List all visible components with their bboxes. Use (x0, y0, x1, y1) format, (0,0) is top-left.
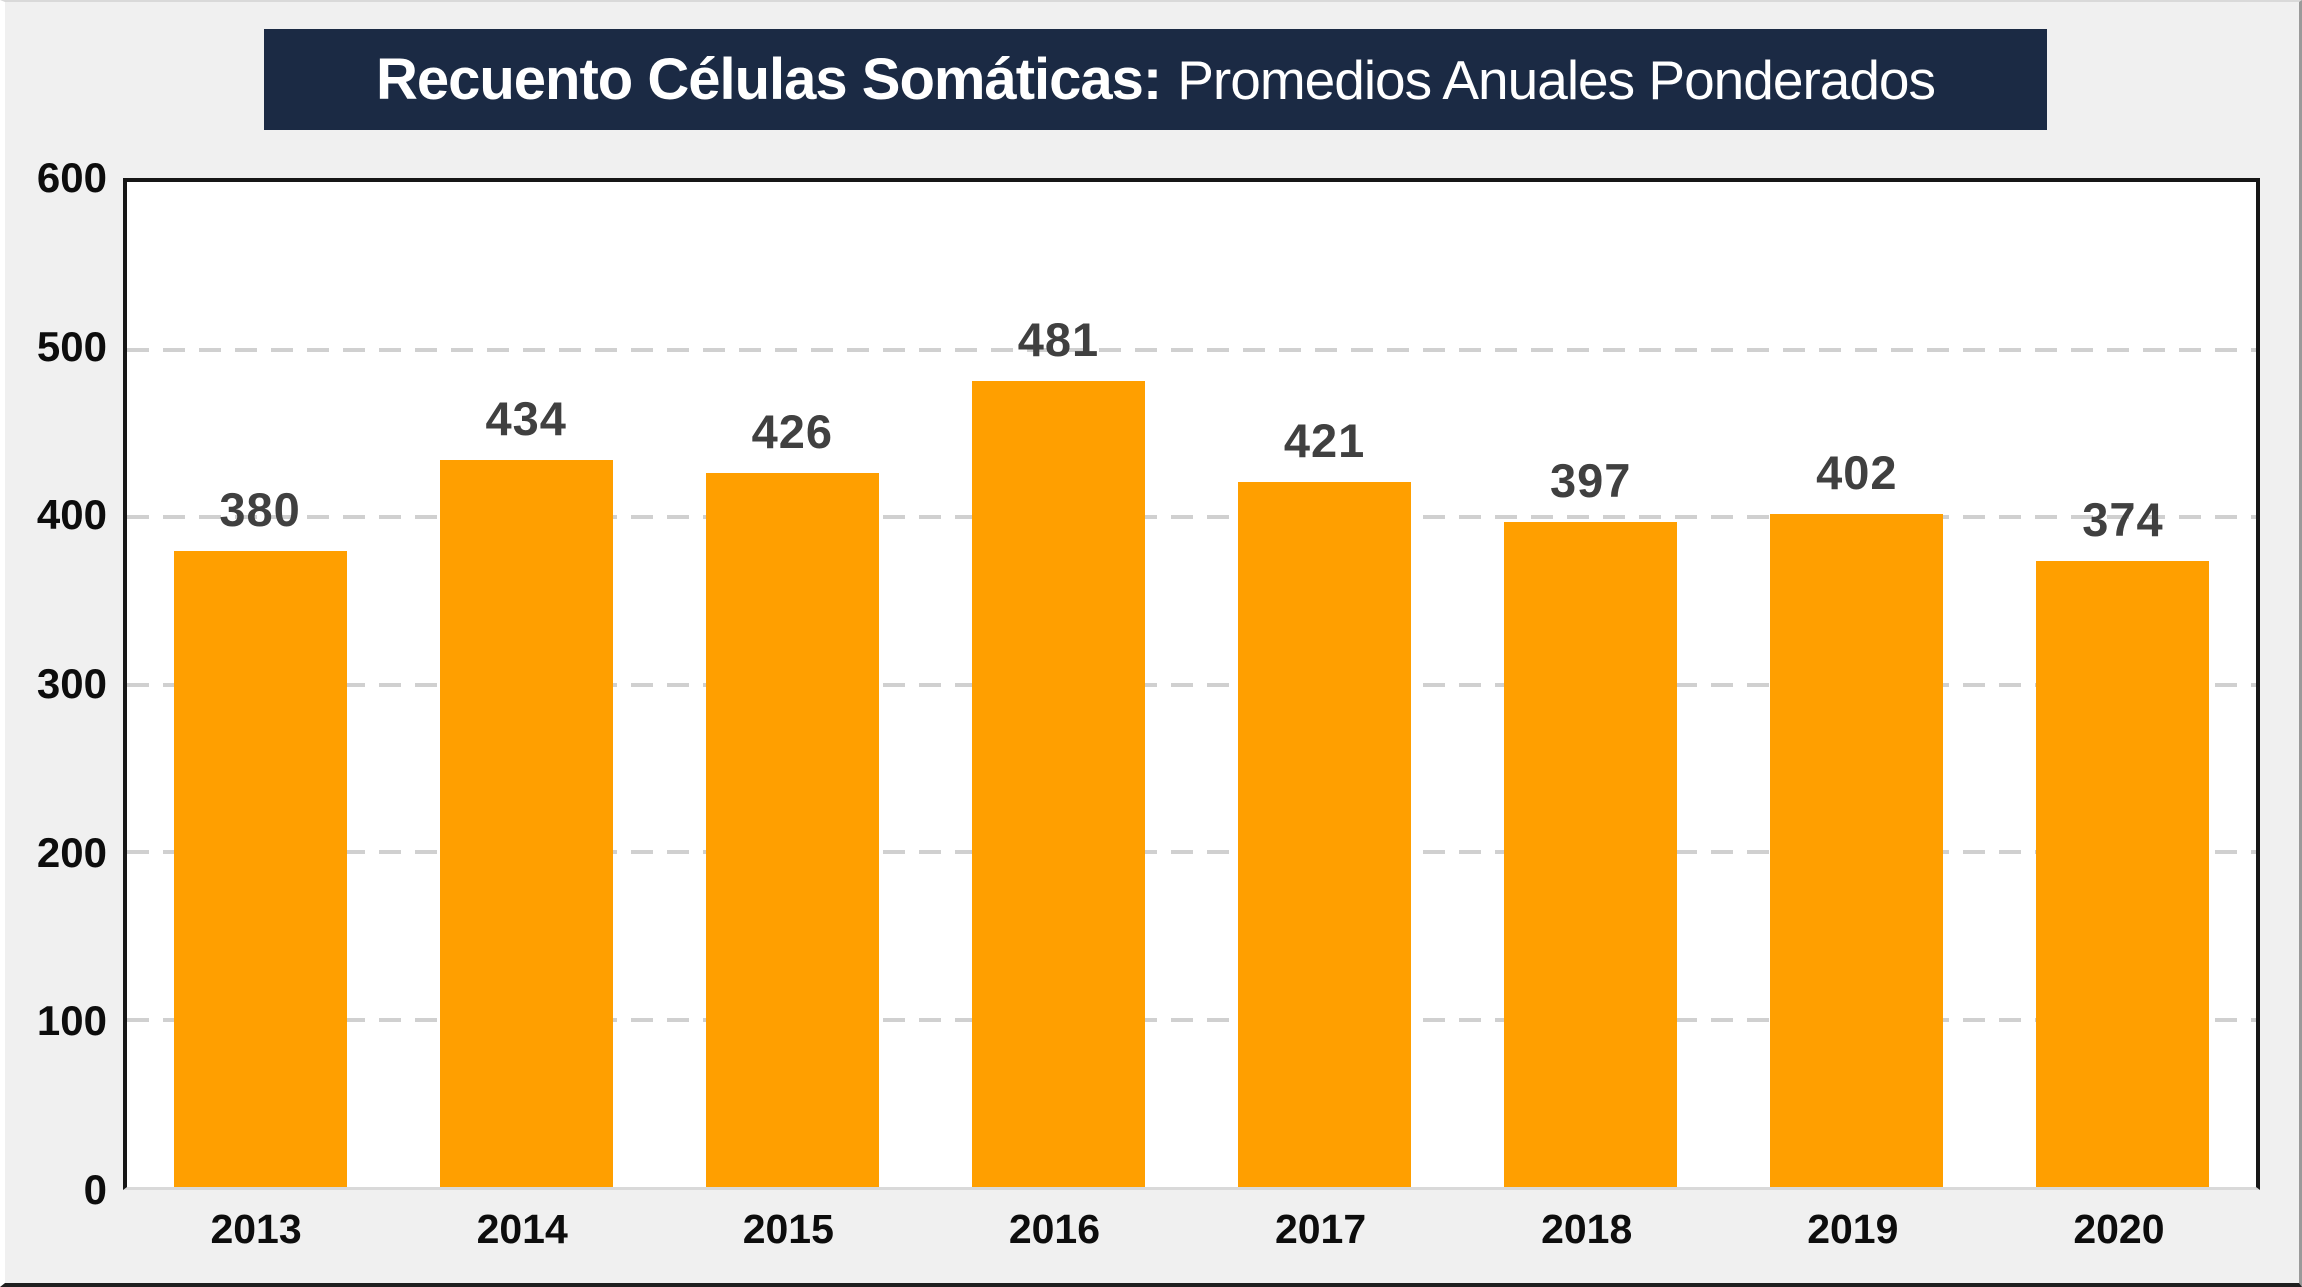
chart-title-main: Recuento Células Somáticas: (375, 47, 1162, 112)
plot-area: 380 434 426 481 421 397 402 374 (123, 178, 2260, 1190)
bar-2019 (1770, 513, 1944, 1187)
x-tick-label-2019: 2019 (1807, 1206, 1899, 1252)
bar-value-label-2017: 421 (1283, 413, 1366, 467)
x-tick-label-2014: 2014 (476, 1206, 568, 1252)
bar-2018 (1504, 522, 1678, 1187)
y-tick-label-500: 500 (36, 322, 107, 370)
x-axis: 2013 2014 2015 2016 2017 2018 2019 2020 (123, 1206, 2260, 1276)
gridline-400 (127, 515, 2256, 519)
x-tick-label-2017: 2017 (1274, 1206, 1367, 1252)
bar-value-label-2015: 426 (751, 405, 834, 459)
y-tick-label-600: 600 (36, 154, 107, 201)
chart-title-bar: Recuento Células Somáticas: Promedios An… (264, 29, 2047, 130)
y-tick-label-0: 0 (83, 1166, 107, 1213)
chart-title-subtitle: Promedios Anuales Ponderados (1177, 48, 1936, 111)
gridline-300 (127, 682, 2256, 687)
bar-value-label-2014: 434 (485, 392, 567, 446)
x-tick-label-2015: 2015 (742, 1206, 834, 1252)
gridline-500 (127, 347, 2256, 352)
bar-value-label-2013: 380 (219, 482, 301, 536)
y-tick-label-200: 200 (36, 828, 107, 876)
x-tick-label-2018: 2018 (1541, 1206, 1633, 1252)
bar-2013 (173, 550, 347, 1187)
bar-2017 (1238, 481, 1412, 1187)
bar-2015 (705, 473, 879, 1187)
x-tick-label-2013: 2013 (210, 1206, 302, 1252)
bar-value-label-2019: 402 (1816, 445, 1898, 499)
x-tick-label-2016: 2016 (1008, 1206, 1101, 1252)
bar-2016 (971, 381, 1145, 1187)
y-axis: 0 100 200 300 400 500 600 (21, 157, 107, 1211)
y-tick-label-100: 100 (36, 997, 107, 1045)
y-tick-label-400: 400 (36, 491, 107, 539)
gridline-100 (127, 1017, 2256, 1022)
bar-2020 (2036, 560, 2210, 1187)
y-tick-label-300: 300 (36, 660, 107, 707)
x-tick-label-2020: 2020 (2073, 1206, 2165, 1252)
bar-value-label-2020: 374 (2082, 492, 2164, 546)
gridline-200 (127, 850, 2256, 854)
bar-value-label-2016: 481 (1017, 313, 1100, 367)
bar-value-label-2018: 397 (1549, 454, 1632, 508)
bar-2014 (439, 460, 613, 1187)
